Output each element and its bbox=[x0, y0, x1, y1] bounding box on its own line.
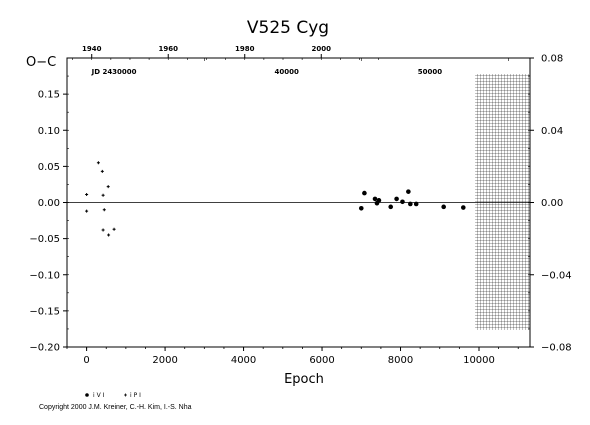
x-axis-label: Epoch bbox=[284, 372, 324, 387]
data-point-vi bbox=[358, 205, 364, 211]
legend-label-vi: i V I bbox=[93, 392, 105, 399]
x-tick-label: 4000 bbox=[231, 355, 256, 366]
data-point-vi bbox=[394, 196, 399, 202]
y-tick-label: −0.15 bbox=[29, 306, 60, 317]
y-tick-label: −0.05 bbox=[29, 234, 60, 245]
data-point-vi bbox=[376, 198, 382, 203]
y-tick-label: 0.00 bbox=[38, 198, 60, 209]
top-year-label: 1940 bbox=[82, 45, 102, 53]
data-point-pi bbox=[101, 228, 105, 232]
data-point-pi bbox=[102, 208, 106, 212]
right-y-tick-label: 0.00 bbox=[541, 198, 563, 209]
data-point-pi bbox=[96, 161, 100, 165]
data-point-vi bbox=[362, 190, 367, 196]
x-tick-label: 0 bbox=[83, 355, 89, 366]
data-point-vi bbox=[408, 201, 413, 207]
data-point-pi bbox=[85, 209, 89, 213]
y-tick-label: −0.20 bbox=[29, 343, 60, 354]
right-y-tick-label: −0.04 bbox=[541, 270, 572, 281]
legend-marker-pi bbox=[124, 393, 127, 397]
data-point-vi bbox=[388, 204, 394, 210]
data-point-vi bbox=[413, 201, 419, 207]
jd-label: JD 2430000 bbox=[91, 68, 137, 76]
top-year-label: 1960 bbox=[158, 45, 178, 53]
top-year-label: 2000 bbox=[312, 45, 332, 53]
data-point-pi bbox=[106, 185, 110, 189]
data-point-vi bbox=[460, 205, 466, 210]
jd-labels: JD 2430000 40000 50000 bbox=[91, 58, 509, 76]
hatched-region bbox=[475, 74, 530, 330]
axes: 0 2000 4000 6000 8000 10000 0.15 0.10 0.05 0.00 −0… bbox=[29, 45, 571, 366]
data-point-pi bbox=[112, 227, 116, 231]
data-point-pi bbox=[101, 193, 105, 197]
y-tick-label: 0.10 bbox=[38, 126, 60, 137]
legend-marker-vi bbox=[85, 393, 89, 397]
data-point-pi bbox=[107, 233, 111, 237]
y-axis-label: O−C bbox=[26, 55, 56, 70]
legend-label-pi: i P I bbox=[130, 392, 141, 399]
data-point-vi bbox=[441, 204, 446, 210]
y-tick-label: 0.05 bbox=[38, 162, 60, 173]
copyright-text: Copyright 2000 J.M. Kreiner, C.-H. Kim, … bbox=[39, 404, 192, 411]
right-y-tick-label: 0.04 bbox=[541, 126, 563, 137]
x-tick-label: 6000 bbox=[309, 355, 334, 366]
x-tick-label: 10000 bbox=[463, 355, 495, 366]
right-y-tick-label: −0.08 bbox=[541, 343, 572, 354]
right-y-tick-label: 0.08 bbox=[541, 54, 563, 65]
top-year-label: 1980 bbox=[235, 45, 255, 53]
jd-label: 50000 bbox=[418, 68, 442, 76]
x-tick-label: 2000 bbox=[152, 355, 177, 366]
y-tick-label: −0.10 bbox=[29, 270, 60, 281]
x-tick-label: 8000 bbox=[388, 355, 413, 366]
y-tick-label: 0.15 bbox=[38, 90, 60, 101]
chart-title: V525 Cyg bbox=[247, 18, 329, 38]
data-point-pi bbox=[85, 193, 89, 197]
jd-label: 40000 bbox=[275, 68, 299, 76]
data-point-vi bbox=[406, 189, 411, 194]
data-point-pi bbox=[100, 169, 104, 173]
data-point-vi bbox=[372, 196, 378, 202]
data-point-vi bbox=[400, 199, 405, 205]
data-points bbox=[85, 161, 466, 237]
